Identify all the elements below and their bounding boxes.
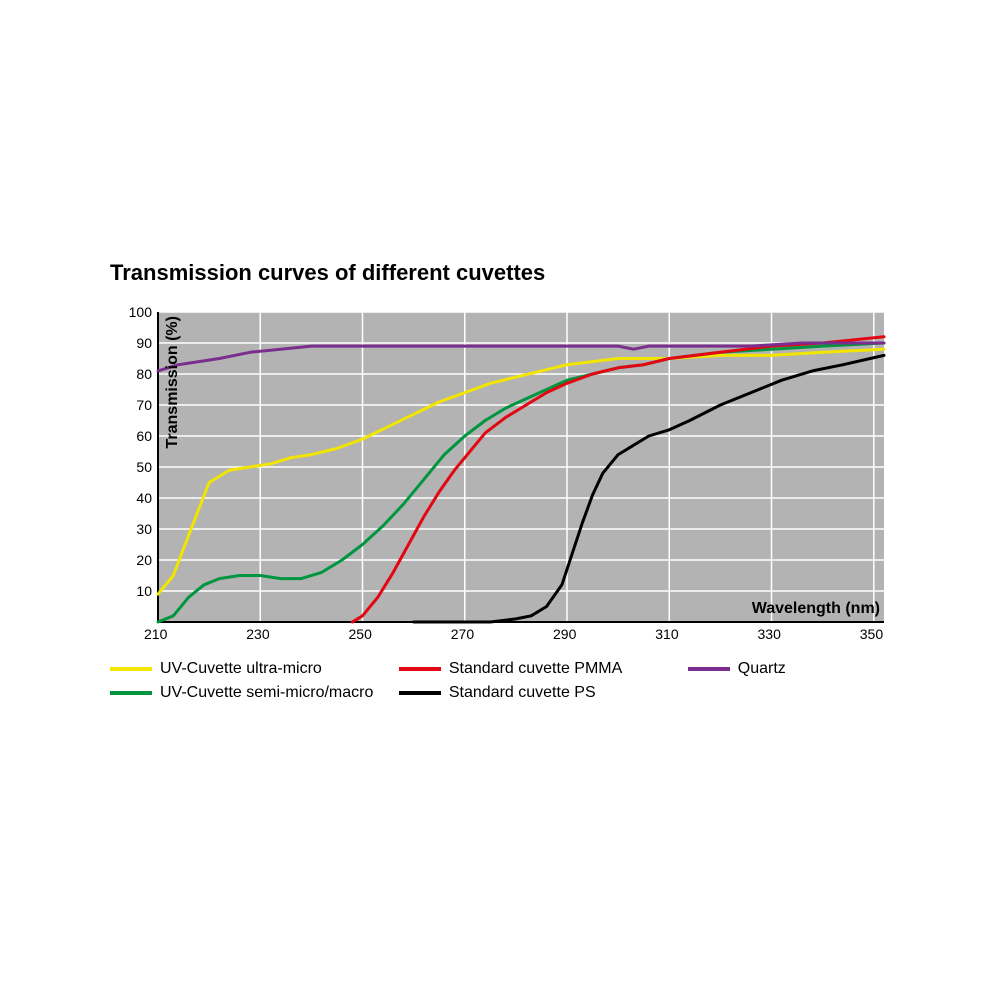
legend-item: UV-Cuvette semi-micro/macro xyxy=(110,684,399,702)
x-axis-label: Wavelength (nm) xyxy=(752,600,880,618)
y-axis-label: Transmission (%) xyxy=(164,316,182,448)
x-tick-label: 250 xyxy=(349,626,372,642)
x-tick-label: 310 xyxy=(655,626,678,642)
y-tick-label: 20 xyxy=(136,552,152,568)
legend-item: Standard cuvette PMMA xyxy=(399,660,688,678)
legend-swatch xyxy=(399,667,441,671)
x-tick-label: 270 xyxy=(451,626,474,642)
legend-item: Quartz xyxy=(688,660,890,678)
y-tick-label: 30 xyxy=(136,521,152,537)
legend-swatch xyxy=(688,667,730,671)
legend-label: UV-Cuvette ultra-micro xyxy=(160,660,322,678)
legend: UV-Cuvette ultra-micro Standard cuvette P… xyxy=(110,660,890,702)
chart-svg xyxy=(110,306,890,646)
legend-label: Standard cuvette PS xyxy=(449,684,596,702)
legend-label: Standard cuvette PMMA xyxy=(449,660,622,678)
legend-label: Quartz xyxy=(738,660,786,678)
x-tick-label: 350 xyxy=(860,626,883,642)
y-tick-label: 90 xyxy=(136,335,152,351)
x-tick-label: 230 xyxy=(246,626,269,642)
legend-item: Standard cuvette PS xyxy=(399,684,688,702)
plot-area: 10 20 30 40 50 60 70 80 90 100 210 230 250 270 290 310 3… xyxy=(110,306,890,646)
x-tick-label: 330 xyxy=(758,626,781,642)
y-tick-label: 40 xyxy=(136,490,152,506)
x-tick-label: 210 xyxy=(144,626,167,642)
legend-swatch xyxy=(110,667,152,671)
y-tick-label: 70 xyxy=(136,397,152,413)
legend-swatch xyxy=(399,691,441,695)
legend-label: UV-Cuvette semi-micro/macro xyxy=(160,684,373,702)
y-tick-label: 50 xyxy=(136,459,152,475)
y-tick-label: 10 xyxy=(136,583,152,599)
page: Transmission curves of different cuvette… xyxy=(0,0,1000,1000)
y-tick-label: 100 xyxy=(129,304,152,320)
legend-item: UV-Cuvette ultra-micro xyxy=(110,660,399,678)
y-tick-label: 80 xyxy=(136,366,152,382)
legend-swatch xyxy=(110,691,152,695)
x-tick-label: 290 xyxy=(553,626,576,642)
chart-container: Transmission curves of different cuvette… xyxy=(110,260,890,702)
chart-title: Transmission curves of different cuvette… xyxy=(110,260,890,286)
y-tick-label: 60 xyxy=(136,428,152,444)
